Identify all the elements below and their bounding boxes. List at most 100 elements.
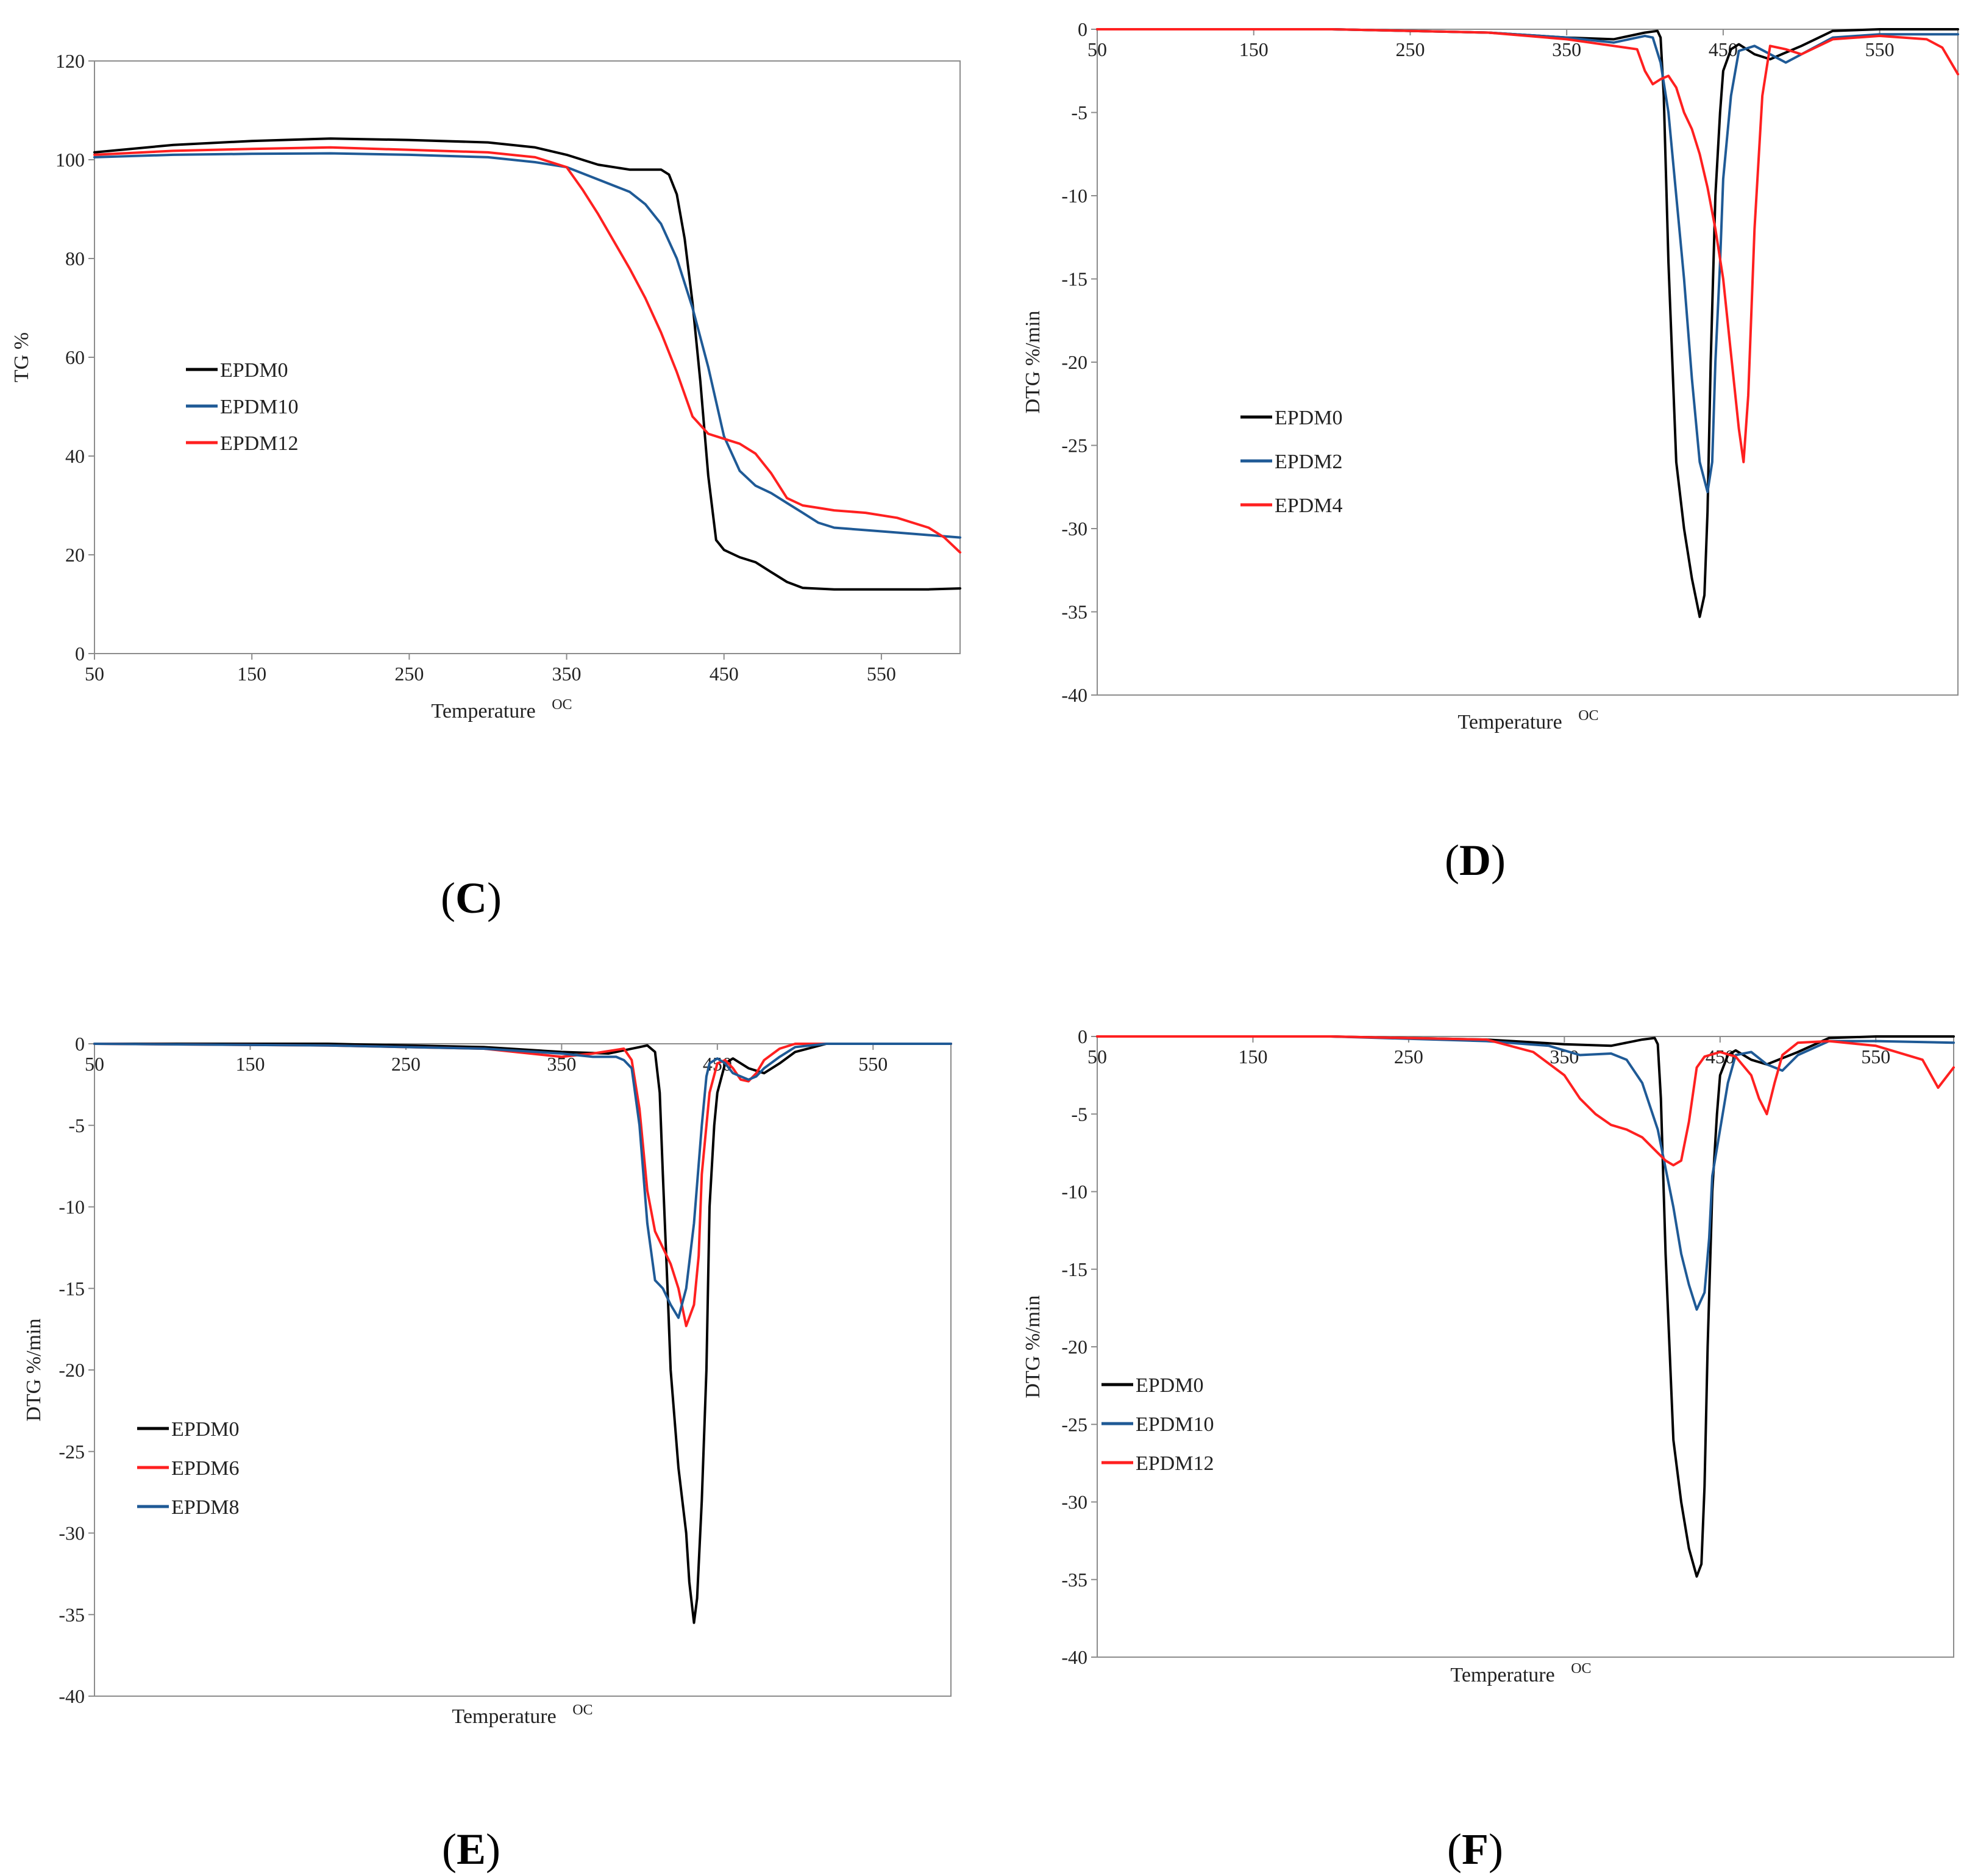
panel-d-legend-label: EPDM2 bbox=[1275, 451, 1342, 473]
panel-c-series-epdm12 bbox=[93, 146, 961, 554]
panel-c-x-axis-title: Temperature OC bbox=[431, 697, 572, 722]
panel-d-legend-label: EPDM0 bbox=[1275, 407, 1342, 429]
panel-f-y-tick-label: 0 bbox=[1078, 1025, 1087, 1047]
panel-f-legend-label: EPDM0 bbox=[1136, 1374, 1203, 1397]
panel-d: 0 -5 -10 -15 -20 -25 -30 -35 -40 50 150 250 350 450 55… bbox=[1022, 18, 1959, 885]
panel-e-x-axis-title-text: Temperature bbox=[452, 1705, 556, 1728]
panel-e-y-tick-label: -35 bbox=[59, 1603, 85, 1625]
panel-e-y-tick-label: 0 bbox=[75, 1033, 85, 1055]
panel-c-x-tick-label: 50 bbox=[85, 663, 104, 685]
panel-d-y-tick-label: -15 bbox=[1061, 268, 1087, 290]
panel-d-x-axis-unit: OC bbox=[1578, 708, 1598, 724]
panel-c-x-tick-label: 250 bbox=[394, 663, 424, 685]
panel-e-x-tick-label: 250 bbox=[391, 1053, 421, 1075]
panel-c-legend-label: EPDM0 bbox=[220, 359, 288, 382]
panel-d-x-tick-label: 550 bbox=[1865, 38, 1895, 60]
panel-e-series-epdm0 bbox=[93, 1043, 952, 1624]
panel-f-y-axis-title: DTG %/min bbox=[1022, 1295, 1044, 1398]
panel-c-x-axis-title-text: Temperature bbox=[431, 700, 535, 722]
panel-d-x-tick-label: 150 bbox=[1239, 38, 1269, 60]
panel-c-y-tick-label: 120 bbox=[55, 50, 85, 72]
panel-f-legend-label: EPDM10 bbox=[1136, 1413, 1214, 1436]
panel-f-y-tick-label: -30 bbox=[1061, 1491, 1087, 1513]
panel-d-y-tick-label: -10 bbox=[1061, 185, 1087, 207]
panel-d-y-tick-label: -25 bbox=[1061, 435, 1087, 457]
panel-d-series-epdm0 bbox=[1096, 28, 1959, 618]
panel-f-y-tick-label: -20 bbox=[1061, 1336, 1087, 1358]
panel-f-x-axis-unit: OC bbox=[1571, 1661, 1591, 1677]
panel-f-y-tick-label: -25 bbox=[1061, 1413, 1087, 1435]
panel-d-x-tick-label: 50 bbox=[1087, 38, 1107, 60]
panel-f-x-tick-label: 50 bbox=[1087, 1046, 1107, 1068]
panel-d-series-epdm2 bbox=[1096, 28, 1959, 493]
panel-c-x-tick-label: 450 bbox=[710, 663, 739, 685]
panel-label-c: (C) bbox=[441, 874, 502, 922]
panel-d-x-tick-label: 250 bbox=[1395, 38, 1425, 60]
panel-e-x-tick-label: 50 bbox=[85, 1053, 104, 1075]
panel-c-y-tick-label: 20 bbox=[65, 544, 85, 566]
panel-label-f: (F) bbox=[1447, 1825, 1503, 1874]
panel-c-legend-label: EPDM12 bbox=[220, 432, 298, 455]
panel-e-y-tick-label: -15 bbox=[59, 1277, 85, 1299]
panel-d-series bbox=[1096, 28, 1959, 618]
panel-c-y-tick-label: 80 bbox=[65, 248, 85, 269]
panel-e-x-axis-title: Temperature OC bbox=[452, 1702, 592, 1728]
panel-label-e: (E) bbox=[442, 1825, 500, 1874]
panel-e-x-tick-label: 550 bbox=[858, 1053, 888, 1075]
panel-f-y-tick-label: -40 bbox=[1061, 1646, 1087, 1668]
panel-c-x-axis-unit: OC bbox=[552, 697, 572, 713]
panel-d-x-axis-title-text: Temperature bbox=[1457, 711, 1562, 733]
panel-e-series bbox=[93, 1043, 952, 1624]
panel-c-y-tick-label: 100 bbox=[55, 149, 85, 171]
panel-f-series-epdm12 bbox=[1096, 1035, 1955, 1167]
panel-d-y-axis-title: DTG %/min bbox=[1022, 310, 1044, 413]
panel-f-x-tick-label: 450 bbox=[1706, 1046, 1735, 1068]
panel-e-legend-label: EPDM0 bbox=[171, 1418, 239, 1441]
panel-c-legend: EPDM0 EPDM10 EPDM12 bbox=[186, 359, 298, 455]
panel-f-series-epdm10 bbox=[1096, 1035, 1955, 1311]
panel-f-series bbox=[1096, 1035, 1955, 1578]
panel-f-x-tick-label: 350 bbox=[1550, 1046, 1579, 1068]
panel-d-y-tick-label: -20 bbox=[1061, 351, 1087, 373]
panel-c-x-tick-label: 350 bbox=[552, 663, 582, 685]
panel-c-y-tick-label: 60 bbox=[65, 346, 85, 368]
panel-c-y-tick-label: 0 bbox=[75, 643, 85, 665]
panel-e-legend: EPDM0 EPDM6 EPDM8 bbox=[137, 1418, 239, 1519]
panel-d-legend: EPDM0 EPDM2 EPDM4 bbox=[1240, 407, 1342, 517]
panel-e-x-tick-label: 150 bbox=[235, 1053, 265, 1075]
panel-c-legend-label: EPDM10 bbox=[220, 396, 298, 418]
panel-label-d: (D) bbox=[1445, 836, 1506, 885]
panel-d-series-epdm4 bbox=[1096, 28, 1959, 463]
panel-f-x-tick-label: 250 bbox=[1394, 1046, 1423, 1068]
panel-c-series-epdm10 bbox=[93, 152, 961, 539]
panel-e-series-epdm6 bbox=[93, 1043, 952, 1327]
panel-f-legend: EPDM0 EPDM10 EPDM12 bbox=[1101, 1374, 1214, 1475]
panel-d-x-tick-label: 350 bbox=[1552, 38, 1581, 60]
panel-e-series-epdm8 bbox=[93, 1043, 952, 1319]
panel-d-x-tick-label: 450 bbox=[1709, 38, 1738, 60]
panel-f-y-tick-label: -15 bbox=[1061, 1258, 1087, 1280]
panel-e-legend-label: EPDM6 bbox=[171, 1457, 239, 1480]
panel-d-y-tick-label: -30 bbox=[1061, 518, 1087, 540]
panel-d-y-tick-label: -5 bbox=[1071, 102, 1087, 124]
panel-f-x-axis-title-text: Temperature bbox=[1450, 1664, 1554, 1686]
panel-e-y-tick-label: -10 bbox=[59, 1196, 85, 1218]
panel-e-y-tick-label: -40 bbox=[59, 1685, 85, 1707]
panel-d-legend-label: EPDM4 bbox=[1275, 494, 1342, 517]
panel-c-y-tick-label: 40 bbox=[65, 445, 85, 467]
panel-c-series bbox=[93, 137, 961, 591]
panel-e-y-tick-label: -25 bbox=[59, 1441, 85, 1463]
panel-c-axes: 0 20 40 60 80 100 120 50 150 250 350 450 550 bbox=[55, 50, 896, 685]
panel-e-y-tick-label: -5 bbox=[68, 1115, 85, 1136]
panel-f-legend-label: EPDM12 bbox=[1136, 1452, 1214, 1475]
panel-d-y-tick-label: 0 bbox=[1078, 18, 1087, 40]
panel-c-y-axis-title: TG % bbox=[10, 332, 33, 382]
panel-e-x-axis-unit: OC bbox=[572, 1702, 592, 1718]
panel-d-y-tick-label: -35 bbox=[1061, 601, 1087, 623]
panel-c-series-epdm0 bbox=[93, 137, 961, 591]
